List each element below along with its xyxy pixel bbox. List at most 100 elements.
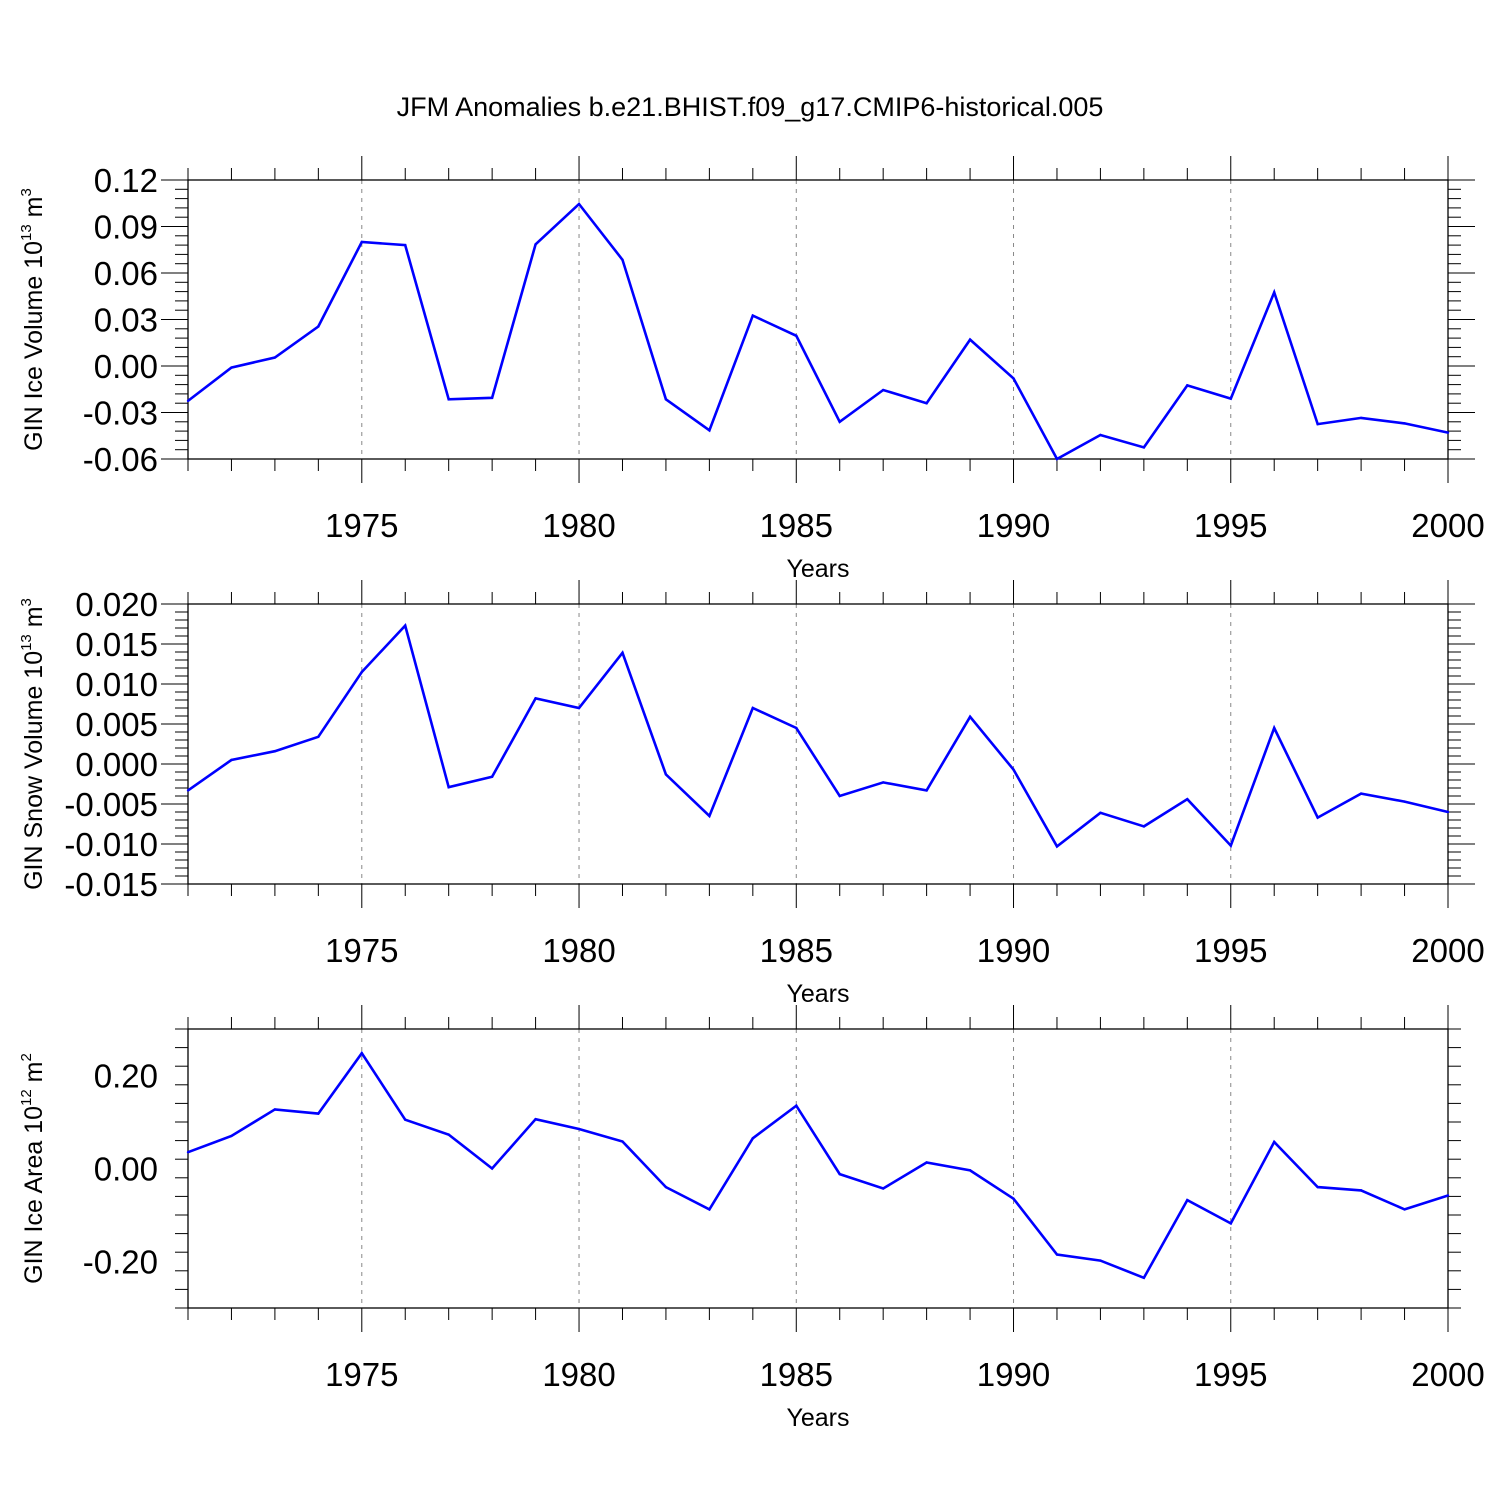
series-line-ice-volume [187,202,1449,461]
x-tick-label: 1990 [977,1356,1050,1393]
x-tick-label: 2000 [1411,1356,1484,1393]
data-point [795,726,798,730]
x-axis-title: Years [786,980,849,1008]
y-axis-title: GIN Snow Volume 1013 m3 [18,598,48,890]
plot-frame [187,1028,1449,1309]
data-point [1055,845,1059,848]
data-point [1186,798,1189,801]
data-point [1403,800,1406,803]
x-axis-title: Years [786,555,849,583]
y-axis-title: GIN Ice Volume 1013 m3 [18,188,48,451]
y-tick-label: 0.20 [94,1058,158,1095]
data-point [360,240,363,244]
data-point [708,814,711,818]
y-axis-title-superscript: 3 [18,598,35,606]
y-tick-label: 0.020 [75,586,158,623]
data-point [317,735,320,738]
data-point [1055,1253,1059,1256]
data-point [881,1187,885,1190]
plot-frame [187,603,1449,885]
data-point [577,202,581,206]
data-point [795,1104,798,1107]
data-point [1446,810,1450,814]
panel-ice-area: -0.20 0.00 0.20 1975 1980 1985 1990 1995 2000 Yea… [18,1005,1485,1432]
data-point [317,325,320,328]
y-axis-title-text: m [20,1062,48,1090]
y-tick-label: 0.09 [94,209,158,246]
data-point [1316,1185,1319,1189]
data-point [838,794,841,798]
x-tick-label: 1980 [542,1356,615,1393]
data-point [1099,1259,1102,1262]
x-tick-label: 1995 [1194,507,1267,544]
x-tick-label: 1995 [1194,1356,1267,1393]
series-line-ice-area [187,1050,1449,1280]
data-point [1359,416,1363,420]
data-point [881,781,885,784]
series-line-snow-volume [187,623,1449,849]
data-point [230,758,233,762]
plot-frame [187,179,1449,460]
data-point [1273,291,1276,294]
y-tick-label: -0.06 [83,441,158,478]
data-point [447,786,450,789]
y-axis-title-superscript: 2 [18,1053,35,1061]
data-point [1403,422,1406,425]
x-tick-label: 1975 [325,507,398,544]
data-point [925,402,928,405]
data-point [751,314,755,317]
panel-snow-volume: -0.015-0.010-0.0050.0000.0050.0100.0150.… [18,580,1485,1008]
data-point [1012,1197,1015,1200]
data-point [534,1118,537,1121]
y-tick-label: 0.03 [94,302,158,339]
x-tick-label: 1975 [325,932,398,969]
y-tick-label: -0.005 [64,786,158,823]
data-point [1359,1189,1363,1192]
x-tick-label: 1975 [325,1356,398,1393]
data-point [1012,768,1015,771]
y-tick-label: 0.06 [94,255,158,292]
data-point [1316,422,1319,426]
y-axis-title-superscript: 3 [18,188,35,196]
y-axis-title-text: GIN Ice Volume 10 [20,241,48,451]
data-point [1446,1194,1450,1197]
y-tick-label: 0.015 [75,626,158,663]
data-point [708,1208,711,1211]
data-point [1273,1140,1276,1144]
x-tick-label: 1985 [760,507,833,544]
data-point [1142,825,1146,828]
y-tick-label: 0.000 [75,746,158,783]
data-point [577,1127,581,1131]
x-tick-label: 1990 [977,932,1050,969]
x-tick-label: 1985 [760,932,833,969]
data-point [1099,811,1102,814]
data-point [664,773,668,776]
y-axis-title-text: m [20,197,48,225]
panel-ice-volume: -0.06 -0.03 0.00 0.03 0.06 0.09 0.12 1975 1980 19… [18,156,1485,583]
y-axis-title-superscript: 13 [18,634,35,651]
y-tick-label: 0.00 [94,348,158,385]
data-point [186,789,190,792]
data-point [1055,457,1059,461]
y-axis-title-superscript: 13 [18,224,35,241]
data-point [230,366,233,369]
y-axis-title-superscript: 12 [18,1089,35,1106]
data-point [1142,1276,1146,1279]
data-point [1142,446,1146,449]
data-point [925,789,928,792]
data-point [404,1118,407,1121]
y-tick-label: 0.12 [94,162,158,199]
x-tick-label: 1990 [977,507,1050,544]
data-point [1273,726,1276,730]
data-point [968,715,972,718]
data-point [230,1134,233,1138]
data-point [1316,816,1319,819]
data-point [1229,844,1232,847]
data-point [404,624,407,627]
x-tick-label: 2000 [1411,932,1484,969]
data-point [751,706,755,710]
data-point [621,651,624,654]
y-axis-title: GIN Ice Area 1012 m2 [18,1053,48,1284]
x-axis-title: Years [786,1404,849,1432]
